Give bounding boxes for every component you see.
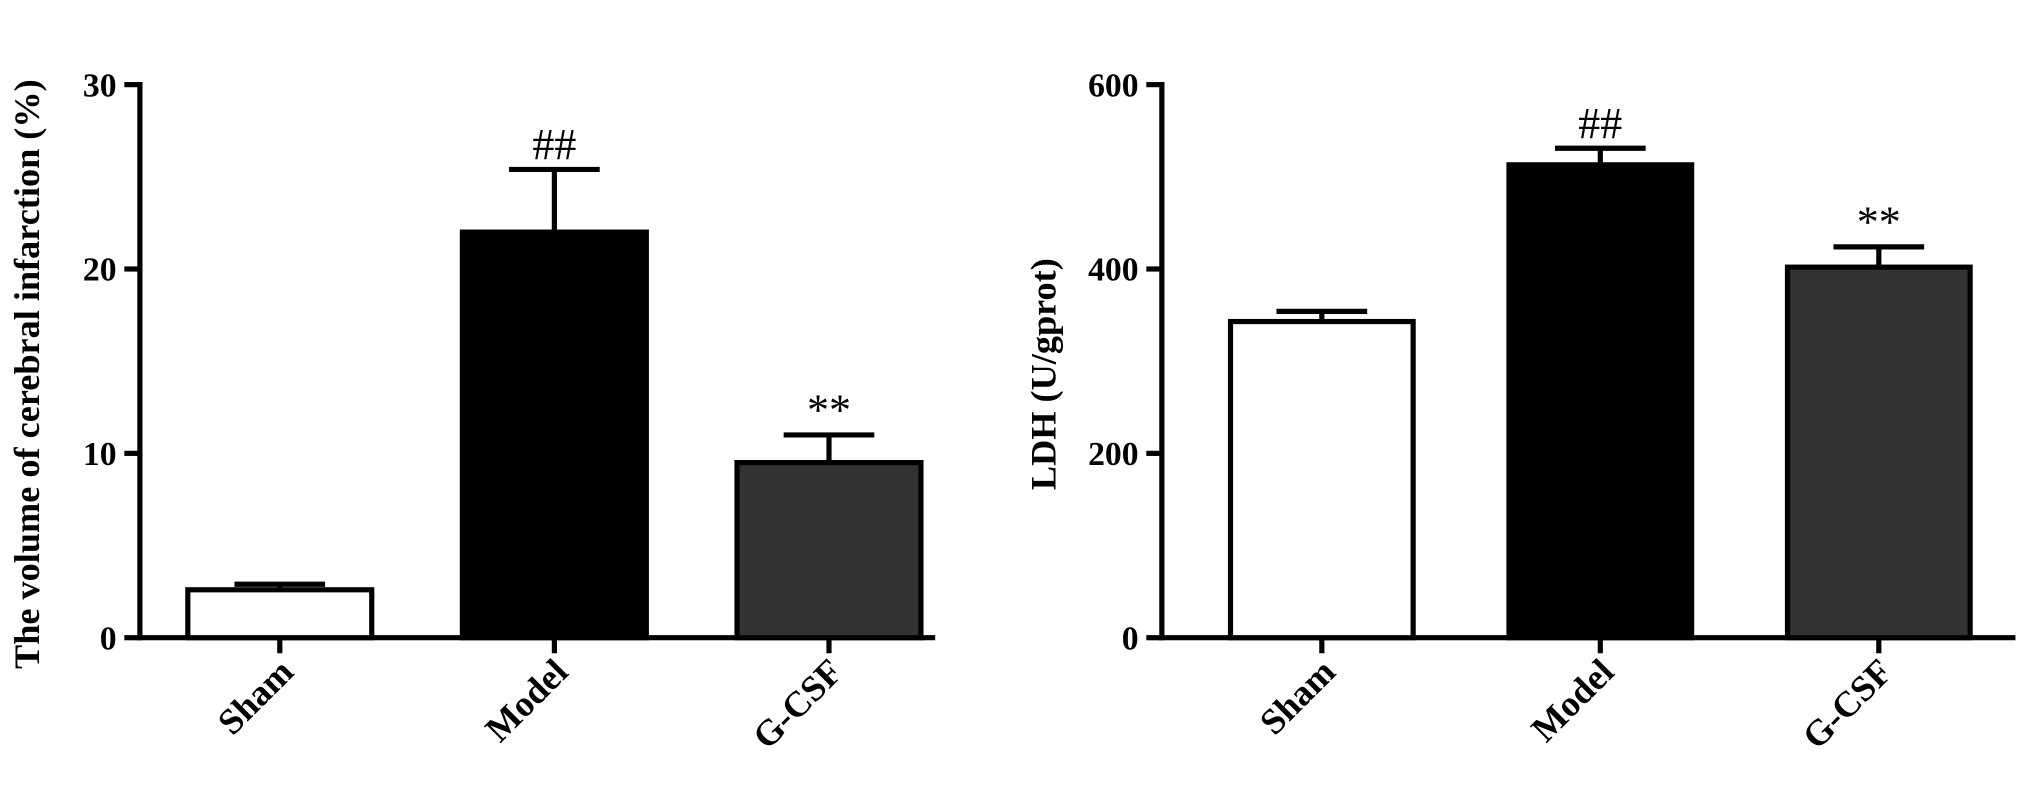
y-tick-label: 600 [1088,67,1138,104]
x-tick-label: Model [1523,651,1621,749]
bar [1784,264,1973,641]
bar [1506,162,1695,641]
significance-label: ## [532,120,576,169]
chart: LDH (U/gprot) 0 200 400 600 Sham ## Model ** G-CS… [1024,67,2016,757]
x-tick-label: Model [478,651,576,749]
x-tick-label: Sham [1252,651,1343,742]
x-tick-label: G-CSF [745,651,850,756]
bar [734,459,924,641]
y-axis-title: LDH (U/gprot) [1024,258,1064,490]
y-tick-label: 20 [83,252,117,289]
y-tick-label: 10 [83,436,117,473]
y-tick-label: 0 [1122,620,1139,657]
significance-label: ** [807,386,851,435]
y-tick-label: 30 [83,67,117,104]
bar [1227,318,1416,641]
x-tick-label: G-CSF [1795,651,1900,756]
y-axis-title: The volume of cerebral infarction (%) [7,79,47,669]
x-tick-label: Sham [210,651,301,742]
y-tick-label: 400 [1088,252,1138,289]
significance-label: ** [1857,198,1901,247]
bar [185,587,375,641]
y-tick-label: 0 [100,620,117,657]
y-tick-label: 200 [1088,436,1138,473]
chart: The volume of cerebral infarction (%) 0 10… [7,67,936,757]
significance-label: ## [1578,99,1622,148]
bar [459,229,649,641]
